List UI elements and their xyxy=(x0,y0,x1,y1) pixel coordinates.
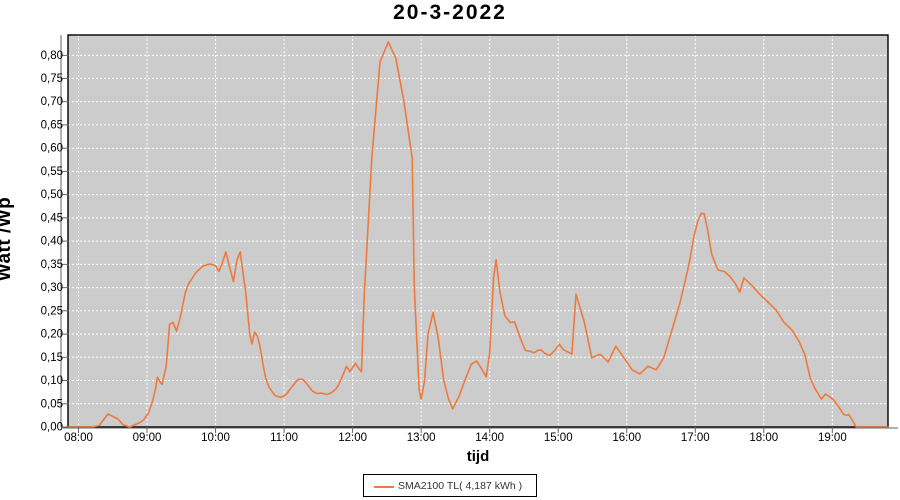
svg-text:0,75: 0,75 xyxy=(41,73,63,85)
svg-text:16:00: 16:00 xyxy=(612,432,641,444)
svg-text:0,60: 0,60 xyxy=(41,143,63,155)
svg-text:08:00: 08:00 xyxy=(64,432,93,444)
svg-text:0,00: 0,00 xyxy=(41,422,63,434)
svg-text:11:00: 11:00 xyxy=(270,432,298,444)
svg-text:0,80: 0,80 xyxy=(41,50,63,62)
svg-text:0,05: 0,05 xyxy=(41,398,63,410)
svg-text:13:00: 13:00 xyxy=(407,432,436,444)
svg-text:0,40: 0,40 xyxy=(41,236,63,248)
svg-text:0,50: 0,50 xyxy=(41,189,63,201)
svg-text:0,70: 0,70 xyxy=(41,96,63,108)
svg-text:0,20: 0,20 xyxy=(41,329,63,341)
svg-text:0,35: 0,35 xyxy=(41,259,63,271)
svg-text:09:00: 09:00 xyxy=(133,432,162,444)
svg-text:0,25: 0,25 xyxy=(41,305,63,317)
svg-text:0,30: 0,30 xyxy=(41,282,63,294)
svg-text:15:00: 15:00 xyxy=(544,432,573,444)
svg-text:0,45: 0,45 xyxy=(41,212,63,224)
svg-text:18:00: 18:00 xyxy=(749,432,778,444)
svg-text:0,10: 0,10 xyxy=(41,375,63,387)
svg-text:14:00: 14:00 xyxy=(475,432,504,444)
svg-text:12:00: 12:00 xyxy=(338,432,367,444)
svg-text:0,65: 0,65 xyxy=(41,119,63,131)
svg-text:19:00: 19:00 xyxy=(818,432,847,444)
svg-text:0,15: 0,15 xyxy=(41,352,63,364)
svg-text:0,55: 0,55 xyxy=(41,166,63,178)
svg-text:10:00: 10:00 xyxy=(201,432,230,444)
svg-text:17:00: 17:00 xyxy=(681,432,710,444)
